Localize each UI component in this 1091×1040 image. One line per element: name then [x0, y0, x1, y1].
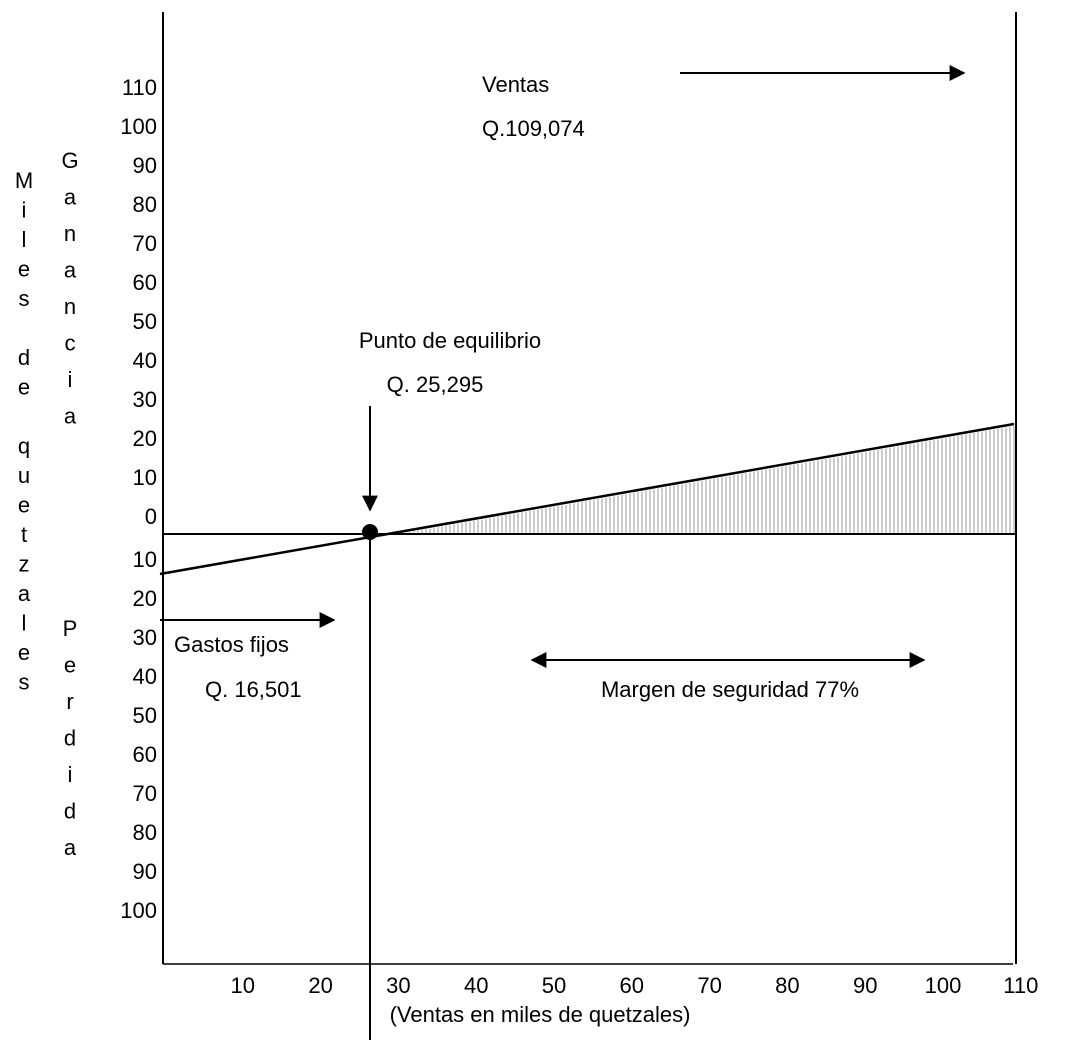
- y-tick-label-ganancia: 30: [133, 387, 157, 412]
- x-tick-label: 100: [925, 973, 962, 998]
- y-label-letter: G: [61, 148, 78, 173]
- x-tick-label: 90: [853, 973, 877, 998]
- y-label-letter: e: [18, 375, 30, 400]
- y-label-letter: e: [18, 257, 30, 282]
- y-label-letter: s: [19, 286, 30, 311]
- y-tick-label-perdida: 90: [133, 859, 157, 884]
- ventas-title: Ventas: [482, 72, 549, 97]
- ventas-value: Q.109,074: [482, 116, 585, 141]
- y-tick-label-ganancia: 10: [133, 465, 157, 490]
- y-label-letter: e: [18, 640, 30, 665]
- x-ticks: 10 20 30 40 50 60 70 80 90 100 110: [231, 973, 1039, 998]
- y-tick-label-ganancia: 90: [133, 153, 157, 178]
- x-tick-label: 80: [775, 973, 799, 998]
- y-tick-label-ganancia: 50: [133, 309, 157, 334]
- y-label-letter: i: [68, 367, 73, 392]
- y-label-letter: s: [19, 670, 30, 695]
- y-ticks-perdida: 10 20 30 40 50 60 70 80 90 100: [120, 547, 157, 923]
- y-label-letter: z: [19, 552, 30, 577]
- x-tick-label: 30: [386, 973, 410, 998]
- x-tick-label: 60: [620, 973, 644, 998]
- y-tick-label-ganancia: 110: [122, 75, 157, 100]
- y-tick-label-ganancia: 100: [120, 114, 157, 139]
- x-tick-label: 50: [542, 973, 566, 998]
- y-label-letter: a: [64, 404, 77, 429]
- y-tick-label-perdida: 40: [133, 664, 157, 689]
- y-tick-label-perdida: 30: [133, 625, 157, 650]
- y-tick-label-perdida: 20: [133, 586, 157, 611]
- y-tick-label-perdida: 100: [120, 898, 157, 923]
- break-even-point: [362, 524, 378, 540]
- y-ticks-ganancia: 0 10 20 30 40 50 60 70 80 90 100 110: [120, 75, 157, 529]
- y-label-letter: r: [66, 689, 73, 714]
- y-label-letter: i: [68, 762, 73, 787]
- y-label-letter: a: [64, 835, 77, 860]
- y-label-letter: a: [64, 185, 77, 210]
- y-label-letter: t: [21, 522, 27, 547]
- y-label-letter: c: [65, 331, 76, 356]
- y-tick-label-ganancia: 40: [133, 348, 157, 373]
- gastos-fijos-value: Q. 16,501: [205, 677, 302, 702]
- y-label-letter: l: [22, 611, 27, 636]
- y-label-letter: q: [18, 434, 30, 459]
- x-axis-label: (Ventas en miles de quetzales): [390, 1002, 691, 1027]
- y-label-letter: l: [22, 227, 27, 252]
- y-label-letter: i: [22, 198, 27, 223]
- y-tick-label-perdida: 70: [133, 781, 157, 806]
- punto-equilibrio-title: Punto de equilibrio: [359, 328, 541, 353]
- profit-line: [159, 422, 1015, 576]
- y-tick-label-perdida: 50: [133, 703, 157, 728]
- y-label-letter: u: [18, 463, 30, 488]
- y-tick-label-ganancia: 70: [133, 231, 157, 256]
- x-tick-label: 70: [697, 973, 721, 998]
- x-tick-label: 110: [1003, 973, 1038, 998]
- margen-seguridad-label: Margen de seguridad 77%: [601, 677, 859, 702]
- gastos-fijos-title: Gastos fijos: [174, 632, 289, 657]
- y-label-letter: e: [18, 493, 30, 518]
- y-tick-label-perdida: 60: [133, 742, 157, 767]
- y-tick-label-ganancia: 0: [145, 504, 157, 529]
- y-label-letter: d: [18, 345, 30, 370]
- y-label-letter: P: [63, 616, 78, 641]
- x-tick-label: 10: [231, 973, 255, 998]
- y-label-letter: d: [64, 726, 76, 751]
- x-tick-label: 20: [308, 973, 332, 998]
- profit-area-hatch: [405, 426, 1015, 533]
- y-label-letter: a: [18, 581, 31, 606]
- y-tick-label-ganancia: 80: [133, 192, 157, 217]
- y-tick-label-perdida: 80: [133, 820, 157, 845]
- y-label-letter: n: [64, 221, 76, 246]
- punto-equilibrio-value: Q. 25,295: [387, 372, 484, 397]
- y-label-letter: M: [15, 168, 33, 193]
- x-tick-label: 40: [464, 973, 488, 998]
- y-label-letter: e: [64, 653, 76, 678]
- y-tick-label-ganancia: 60: [133, 270, 157, 295]
- y-label-letter: n: [64, 294, 76, 319]
- y-label-letter: d: [64, 799, 76, 824]
- y-label-letter: a: [64, 258, 77, 283]
- y-tick-label-ganancia: 20: [133, 426, 157, 451]
- y-tick-label-perdida: 10: [133, 547, 157, 572]
